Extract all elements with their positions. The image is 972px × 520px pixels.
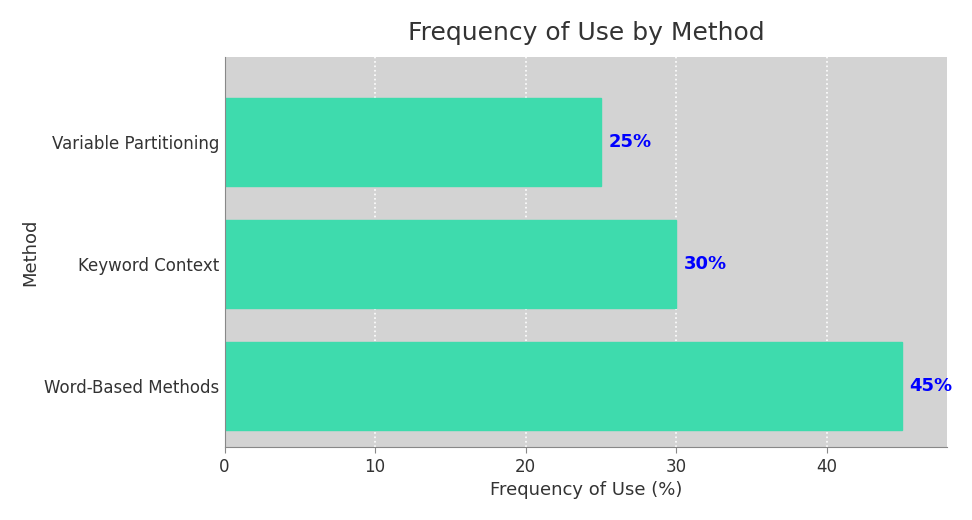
Title: Frequency of Use by Method: Frequency of Use by Method (407, 21, 764, 45)
Bar (225, 220, 677, 308)
Text: 30%: 30% (683, 255, 727, 273)
Y-axis label: Method: Method (20, 218, 39, 285)
Text: 45%: 45% (910, 377, 953, 395)
Bar (225, 342, 902, 430)
Bar (225, 98, 601, 186)
X-axis label: Frequency of Use (%): Frequency of Use (%) (490, 481, 682, 499)
Text: 25%: 25% (608, 133, 651, 151)
